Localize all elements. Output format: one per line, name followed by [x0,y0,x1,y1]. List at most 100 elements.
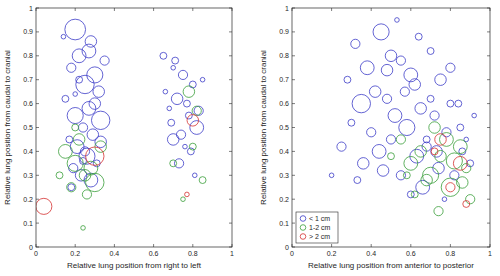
x-tick [114,8,115,11]
bubble [344,76,351,83]
bubble [396,135,405,144]
x-tick [410,8,411,11]
y-tick-label: 0.4 [23,148,33,155]
bubble [172,57,179,64]
bubble [429,122,441,134]
bubble [423,167,439,183]
y-tick [292,55,295,56]
bubble [171,93,183,105]
bubble [388,153,395,160]
x-tick-label: 0.4 [366,250,376,257]
bubble [457,124,464,131]
bubble [190,121,204,135]
bubble [168,119,175,126]
y-tick [229,79,232,80]
y-tick [292,103,295,104]
plot-background [36,8,232,247]
bubble [163,89,168,94]
bubble [396,171,405,180]
bubble [385,50,397,62]
bubble [67,155,83,171]
y-tick-label: 0.1 [23,220,33,227]
legend-marker [300,225,306,231]
bubble [403,172,410,179]
bubble [388,109,402,123]
y-tick [229,175,232,176]
x-axis-label: Relative lung position from anterior to … [308,261,474,270]
bubble [85,36,97,48]
bubble [73,134,85,146]
bubble [36,198,52,214]
bubble [68,184,75,191]
bubble [199,177,206,184]
legend-label: 1-2 cm [309,224,331,231]
x-tick [331,244,332,247]
bubble [411,191,418,198]
bubble [189,143,196,150]
bubble [87,67,103,83]
y-axis-label: Relative lung position from caudal to cr… [3,50,12,205]
y-tick [36,103,39,104]
bubble [82,190,91,199]
bubble [369,86,381,98]
bubble [415,103,427,115]
x-tick [331,8,332,11]
y-tick [292,127,295,128]
bubble [81,226,86,231]
legend-marker [300,216,306,222]
legend-label: < 1 cm [309,215,330,222]
bubble [171,65,176,70]
bubble [367,128,376,137]
x-tick-label: 1 [488,250,492,257]
bubble [466,195,475,204]
bubble [348,119,355,126]
bubble [381,64,393,76]
legend-label: > 2 cm [309,233,330,240]
bubble [446,63,455,72]
y-tick-label: 0.1 [279,220,289,227]
x-tick [410,244,411,247]
y-tick [229,151,232,152]
y-tick-label: 0.2 [279,196,289,203]
bubble [78,123,87,132]
y-tick [487,175,490,176]
bubble [463,201,470,208]
bubble [167,134,179,146]
bubble [457,177,469,189]
y-tick [487,31,490,32]
y-tick-label: 0.5 [279,124,289,131]
y-tick-label: 0 [29,244,33,251]
bubble [351,39,360,48]
y-tick [36,175,39,176]
y-tick [36,151,39,152]
y-tick [487,223,490,224]
bubble [59,145,73,159]
bubble [431,148,438,155]
bubble [354,177,361,184]
x-tick [192,8,193,11]
bubble [421,174,433,186]
bubble [176,130,185,139]
y-tick [487,127,490,128]
y-tick [487,55,490,56]
y-tick [229,55,232,56]
bubble [185,192,190,197]
plot-background [292,8,490,247]
bubble [396,56,405,65]
bubble [430,111,439,120]
y-tick [229,127,232,128]
bubble [386,135,395,144]
y-tick-label: 0.7 [23,76,33,83]
bubble [192,106,201,115]
y-tick [36,223,39,224]
bubble [404,156,418,170]
bubble [73,92,78,97]
bubble [400,87,409,96]
bubble [409,79,421,91]
y-tick-label: 0.7 [279,76,289,83]
bubble [167,106,172,111]
x-tick [114,244,115,247]
bubble [377,165,389,177]
bubble [183,100,190,107]
y-tick [292,223,295,224]
